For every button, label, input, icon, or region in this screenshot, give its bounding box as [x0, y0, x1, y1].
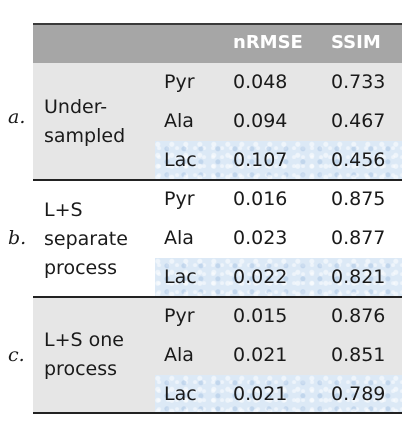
- row-a-ala-nrmse: 0.094: [233, 110, 288, 132]
- row-b-pyr-ssim: 0.875: [331, 188, 386, 210]
- row-b-ala-nrmse: 0.023: [233, 227, 288, 249]
- row-c-lac-ssim: 0.789: [331, 383, 386, 405]
- group-b-label-line-3: process: [44, 257, 118, 279]
- row-b-lac-nrmse: 0.022: [233, 266, 288, 288]
- group-b-label-line-2: separate: [44, 228, 128, 250]
- group-a-label-line-2: sampled: [44, 125, 126, 147]
- group-a-label-line-1: Under-: [44, 96, 108, 118]
- header-ssim: SSIM: [331, 32, 381, 53]
- row-a-pyr-ssim: 0.733: [331, 71, 386, 93]
- row-b-ala-metabolite: Ala: [164, 227, 194, 249]
- group-c-lac-highlight: [155, 375, 402, 414]
- row-c-pyr-ssim: 0.876: [331, 305, 386, 327]
- row-a-pyr-metabolite: Pyr: [164, 71, 195, 93]
- row-a-pyr-nrmse: 0.048: [233, 71, 288, 93]
- group-c-mark: c.: [8, 344, 25, 366]
- row-b-pyr-nrmse: 0.016: [233, 188, 288, 210]
- rule-after-b: [33, 296, 402, 298]
- row-c-lac-nrmse: 0.021: [233, 383, 288, 405]
- row-b-lac-metabolite: Lac: [164, 266, 197, 288]
- group-a-lac-highlight: [155, 141, 402, 180]
- row-a-lac-ssim: 0.456: [331, 149, 386, 171]
- row-a-lac-nrmse: 0.107: [233, 149, 288, 171]
- row-b-ala-ssim: 0.877: [331, 227, 386, 249]
- group-a-mark: a.: [8, 106, 26, 128]
- group-b-lac-highlight: [155, 258, 402, 297]
- top-rule: [33, 23, 402, 25]
- row-c-pyr-nrmse: 0.015: [233, 305, 288, 327]
- group-c-label-line-1: L+S one: [44, 329, 124, 351]
- row-a-ala-metabolite: Ala: [164, 110, 194, 132]
- row-b-pyr-metabolite: Pyr: [164, 188, 195, 210]
- rule-after-a: [33, 179, 402, 181]
- row-c-pyr-metabolite: Pyr: [164, 305, 195, 327]
- bottom-rule: [33, 412, 402, 414]
- table-header-bar: [33, 23, 402, 63]
- group-b-label-line-1: L+S: [44, 199, 83, 221]
- header-nrmse: nRMSE: [233, 32, 303, 53]
- row-a-lac-metabolite: Lac: [164, 149, 197, 171]
- row-c-lac-metabolite: Lac: [164, 383, 197, 405]
- row-c-ala-metabolite: Ala: [164, 344, 194, 366]
- group-c-label-line-2: process: [44, 358, 118, 380]
- row-b-lac-ssim: 0.821: [331, 266, 386, 288]
- row-c-ala-nrmse: 0.021: [233, 344, 288, 366]
- row-c-ala-ssim: 0.851: [331, 344, 386, 366]
- row-a-ala-ssim: 0.467: [331, 110, 386, 132]
- group-b-mark: b.: [8, 227, 27, 249]
